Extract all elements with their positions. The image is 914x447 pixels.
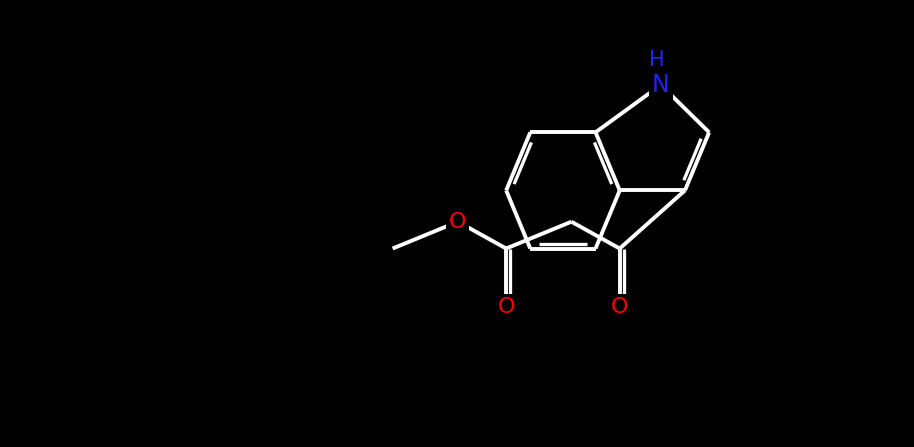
Text: O: O <box>611 297 629 316</box>
Text: O: O <box>497 297 515 316</box>
Text: N: N <box>652 73 670 97</box>
Text: O: O <box>449 212 467 232</box>
Text: H: H <box>649 50 664 70</box>
